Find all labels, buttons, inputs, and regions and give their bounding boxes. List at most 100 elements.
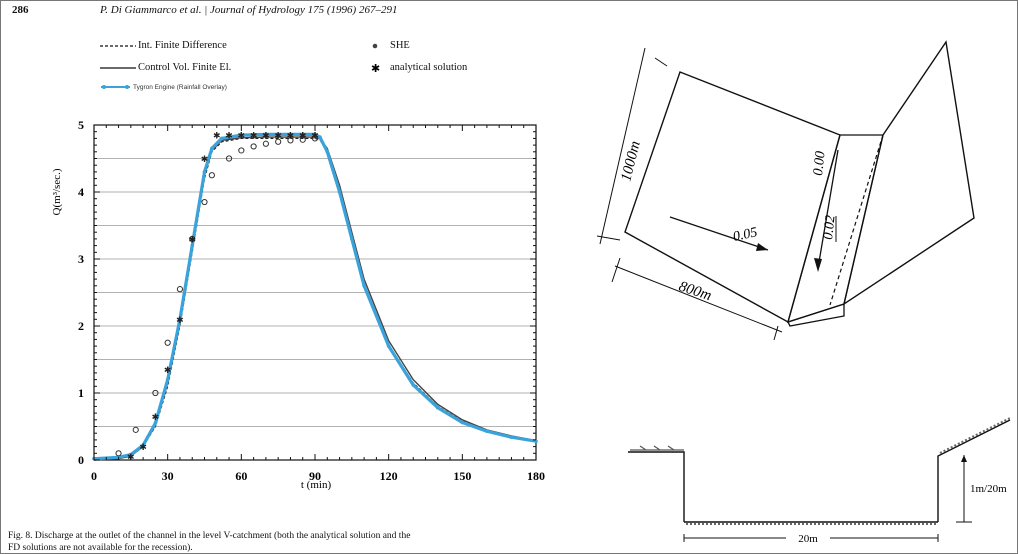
she-point bbox=[208, 172, 215, 179]
running-head: P. Di Giammarco et al. | Journal of Hydr… bbox=[100, 4, 398, 16]
series-point bbox=[325, 150, 330, 154]
analytical-point: ✱ bbox=[287, 131, 295, 141]
figure-caption: Fig. 8. Discharge at the outlet of the c… bbox=[8, 530, 568, 554]
dim-800-line bbox=[614, 265, 783, 333]
she-point bbox=[275, 138, 282, 145]
dim-800-label: 800m bbox=[677, 279, 714, 305]
x-tick-label: 30 bbox=[162, 469, 174, 483]
section-hatch-left bbox=[630, 445, 684, 451]
y-tick-label: 0 bbox=[78, 453, 84, 467]
depth-label: 1m/20m bbox=[970, 483, 1007, 495]
analytical-point: ✱ bbox=[274, 131, 282, 141]
left-plane bbox=[624, 71, 841, 324]
dim-1000-tick-top bbox=[654, 57, 668, 67]
she-point bbox=[225, 155, 233, 162]
x-tick-label: 90 bbox=[309, 469, 321, 483]
right-plane bbox=[842, 40, 975, 306]
series-point bbox=[386, 344, 391, 348]
chart-ticks: 0 30 60 90 120 150 180 0 1 2 3 4 5 bbox=[78, 118, 545, 483]
series-point bbox=[178, 317, 182, 322]
slope-arrow-plane bbox=[669, 216, 769, 251]
she-point bbox=[299, 136, 306, 143]
channel-dashed-edge bbox=[829, 134, 884, 306]
analytical-point: ✱ bbox=[225, 131, 233, 141]
she-point bbox=[115, 450, 122, 457]
series-point bbox=[362, 284, 366, 288]
analytical-point: ✱ bbox=[262, 131, 270, 141]
section-hatch-right bbox=[939, 417, 1011, 454]
caption-line-1: Fig. 8. Discharge at the outlet of the c… bbox=[8, 531, 411, 541]
series-point bbox=[350, 237, 354, 241]
analytical-point: ✱ bbox=[139, 442, 147, 452]
she-point bbox=[287, 137, 294, 144]
series-line bbox=[93, 137, 537, 461]
section-left-bank bbox=[628, 451, 685, 522]
series-point bbox=[202, 170, 207, 174]
series-point bbox=[318, 135, 322, 139]
series-point bbox=[165, 377, 170, 382]
section-right-bank bbox=[937, 419, 1011, 522]
series-point bbox=[129, 452, 133, 457]
y-tick-label: 2 bbox=[78, 319, 84, 333]
she-point bbox=[189, 235, 196, 242]
page-number: 286 bbox=[12, 4, 29, 16]
she-point bbox=[311, 135, 319, 142]
caption-line-2: FD solutions are not available for the r… bbox=[8, 543, 193, 553]
channel-front bbox=[787, 303, 845, 327]
analytical-point: ✱ bbox=[238, 131, 246, 141]
analytical-point: ✱ bbox=[152, 412, 160, 422]
slope-arrowhead-plane bbox=[756, 243, 768, 251]
legend-label-tygron: Tygron Engine (Rainfall Overlay) bbox=[133, 84, 227, 91]
series-point bbox=[460, 420, 465, 425]
x-tick-label: 180 bbox=[527, 469, 545, 483]
series-point bbox=[141, 443, 145, 448]
analytical-point: ✱ bbox=[299, 131, 307, 141]
chart-series: ✱✱✱✱✱✱✱✱✱✱✱✱✱✱✱✱ bbox=[92, 131, 538, 462]
width-label-bg bbox=[786, 530, 830, 544]
series-point bbox=[239, 133, 244, 137]
dim-800-tick-left bbox=[611, 257, 621, 283]
she-point bbox=[164, 339, 171, 346]
discharge-chart: ✱✱✱✱✱✱✱✱✱✱✱✱✱✱✱✱ 0306090120150180012345 … bbox=[51, 118, 545, 491]
series-point bbox=[288, 132, 293, 137]
legend-she-marker bbox=[372, 43, 378, 49]
analytical-point: ✱ bbox=[213, 131, 221, 141]
slope-arrowhead-channel bbox=[814, 258, 822, 272]
series-point bbox=[337, 190, 342, 194]
depth-arrow-top bbox=[961, 455, 967, 462]
slope-channel-b-label: 0.02 bbox=[821, 214, 838, 240]
series-point bbox=[485, 429, 489, 433]
series-point bbox=[264, 132, 268, 137]
analytical-point: ✱ bbox=[176, 315, 184, 325]
series-point bbox=[313, 132, 317, 137]
x-tick-label: 0 bbox=[91, 469, 97, 483]
y-tick-label: 4 bbox=[78, 185, 84, 199]
v-catchment-diagram: 1000m 800m 0.05 0.00 0.02 1m/20m 20m bbox=[596, 40, 1011, 545]
dim-1000-line bbox=[599, 47, 646, 245]
y-tick-label: 1 bbox=[78, 386, 84, 400]
she-point bbox=[262, 140, 269, 147]
series-point bbox=[210, 146, 214, 151]
dim-1000-tick-bottom bbox=[596, 235, 621, 241]
y-tick-label: 5 bbox=[78, 118, 84, 132]
legend-label-ifd: Int. Finite Difference bbox=[138, 40, 227, 51]
x-tick-label: 150 bbox=[453, 469, 471, 483]
she-point bbox=[238, 147, 245, 154]
she-point bbox=[132, 426, 139, 433]
legend-blue-dot bbox=[102, 85, 106, 89]
series-point bbox=[435, 405, 440, 410]
analytical-point: ✱ bbox=[188, 234, 196, 244]
she-point bbox=[201, 198, 208, 206]
series-point bbox=[219, 136, 224, 141]
dim-800-tick-right bbox=[773, 325, 779, 341]
she-point bbox=[152, 389, 159, 397]
y-axis-label: Q(m³/sec.) bbox=[51, 168, 63, 215]
analytical-point: ✱ bbox=[250, 131, 258, 141]
chart-grid bbox=[94, 158, 536, 427]
x-tick-label: 120 bbox=[380, 469, 398, 483]
legend-label-cvfe: Control Vol. Finite El. bbox=[138, 62, 232, 73]
series-point bbox=[153, 421, 158, 425]
legend-blue-dot bbox=[125, 85, 129, 89]
analytical-point: ✱ bbox=[311, 131, 319, 141]
x-axis-label: t (min) bbox=[301, 479, 332, 491]
